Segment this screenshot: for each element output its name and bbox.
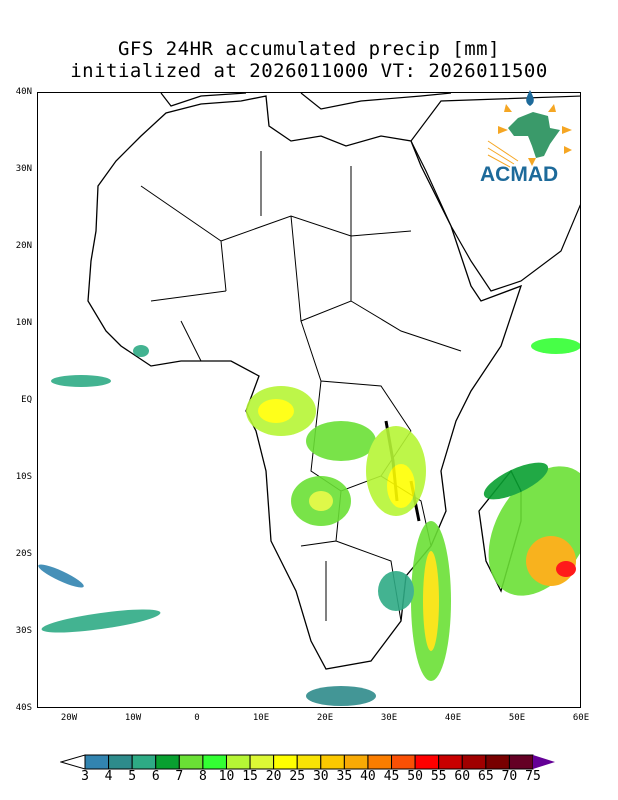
colorbar-box	[273, 754, 298, 770]
colorbar-label: 10	[218, 769, 235, 784]
colorbar-label: 15	[242, 769, 258, 784]
colorbar-box	[202, 754, 227, 770]
europe-coast	[160, 93, 452, 110]
africa-landmass	[87, 95, 523, 670]
colorbar-label: 75	[525, 769, 541, 784]
colorbar-box	[225, 754, 251, 770]
colorbar-box	[296, 754, 322, 770]
colorbar-box	[438, 754, 463, 770]
lat-label: EQ	[21, 395, 32, 405]
colorbar-label: 3	[81, 769, 89, 784]
colorbar-box	[461, 754, 487, 770]
lat-label: 40N	[15, 87, 32, 97]
acmad-logo	[487, 90, 572, 168]
colorbar-under-triangle	[60, 754, 86, 770]
colorbar-label: 5	[128, 769, 137, 784]
lat-label: 20S	[15, 549, 32, 559]
lon-label: 30E	[380, 713, 398, 723]
colorbar-box	[367, 754, 393, 770]
colorbar-box	[249, 754, 275, 770]
colorbar-label: 40	[360, 769, 376, 784]
colorbar-box	[84, 754, 110, 770]
country-borders	[140, 151, 462, 622]
lon-label: 20W	[60, 713, 78, 723]
colorbar-over-triangle	[533, 755, 555, 769]
lat-label: 10S	[15, 472, 32, 482]
colorbar-box	[155, 754, 180, 770]
acmad-logo-text: ACMAD	[480, 163, 559, 186]
colorbar-label: 4	[104, 769, 113, 784]
lon-label: 50E	[508, 713, 526, 723]
lat-label: 20N	[15, 241, 32, 251]
lat-label: 30N	[15, 164, 32, 174]
colorbar-label: 50	[407, 769, 423, 784]
title-line-1: GFS 24HR accumulated precip [mm]	[117, 38, 501, 60]
lon-label: 0	[194, 713, 200, 723]
lat-label: 10N	[15, 318, 32, 328]
colorbar-label: 6	[151, 769, 160, 784]
colorbar-box	[391, 754, 416, 770]
colorbar-label: 35	[336, 769, 353, 784]
lon-label: 10W	[124, 713, 142, 723]
colorbar	[60, 754, 555, 770]
lon-label: 40E	[444, 713, 462, 723]
colorbar-label: 65	[478, 769, 494, 784]
colorbar-box	[108, 754, 133, 770]
precip-shading	[38, 338, 580, 706]
colorbar-box	[131, 754, 157, 770]
lon-label: 60E	[572, 713, 590, 723]
colorbar-box	[343, 754, 369, 770]
colorbar-label: 8	[198, 769, 207, 784]
lat-label: 40S	[15, 703, 32, 713]
colorbar-label: 45	[383, 769, 400, 784]
colorbar-box	[320, 754, 345, 770]
colorbar-label: 20	[265, 769, 282, 784]
lon-label: 20E	[316, 713, 334, 723]
colorbar-label: 30	[312, 769, 329, 784]
lat-label: 30S	[15, 626, 32, 636]
colorbar-box	[178, 754, 204, 770]
colorbar-label: 55	[430, 769, 447, 784]
colorbar-label: 70	[501, 769, 518, 784]
colorbar-box	[485, 754, 510, 770]
colorbar-box	[508, 754, 534, 770]
colorbar-label: 25	[289, 769, 306, 784]
colorbar-box	[414, 754, 440, 770]
colorbar-label: 60	[454, 769, 471, 784]
lon-label: 10E	[252, 713, 270, 723]
colorbar-label: 7	[175, 769, 184, 784]
title-line-2: initialized at 2026011000 VT: 2026011500	[70, 60, 548, 82]
